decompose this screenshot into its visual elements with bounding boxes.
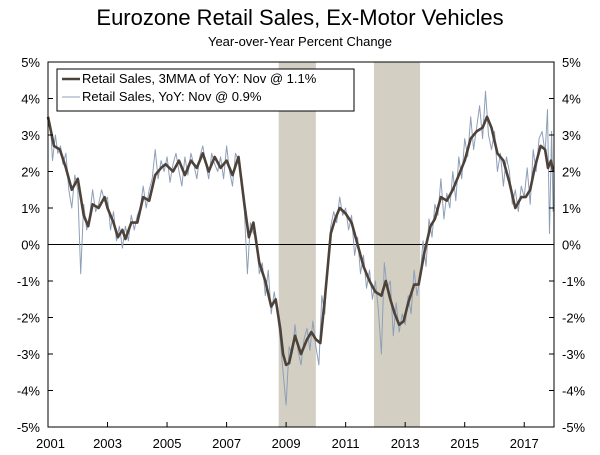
y-tick-label-right: -1% bbox=[562, 274, 586, 289]
legend-entry-yoy-label: Retail Sales, YoY: Nov @ 0.9% bbox=[82, 89, 262, 104]
x-tick-label: 2011 bbox=[332, 436, 360, 451]
y-tick-label-right: -3% bbox=[562, 347, 586, 362]
x-tick-label: 2001 bbox=[36, 436, 65, 451]
y-tick-label-left: 5% bbox=[21, 55, 40, 70]
x-tick-label: 2003 bbox=[93, 436, 122, 451]
x-tick-label: 2007 bbox=[212, 436, 241, 451]
y-tick-label-left: -3% bbox=[17, 347, 41, 362]
x-tick-label: 2009 bbox=[272, 436, 301, 451]
y-tick-label-left: 4% bbox=[21, 92, 40, 107]
y-tick-label-left: 0% bbox=[21, 238, 40, 253]
x-tick-label: 2017 bbox=[510, 436, 539, 451]
y-tick-label-left: 1% bbox=[21, 201, 40, 216]
axis-ticks: 5% 5% 4% 4% 3% 3% 2% 2% 1% 1% 0% 0% -1% -1% -2% -2% -3% -… bbox=[17, 55, 586, 451]
x-tick-label: 2005 bbox=[153, 436, 182, 451]
y-tick-label-left: -2% bbox=[17, 311, 41, 326]
y-tick-label-left: 2% bbox=[21, 165, 40, 180]
legend-box bbox=[56, 68, 355, 112]
y-tick-label-right: 5% bbox=[562, 55, 581, 70]
legend: Retail Sales, 3MMA of YoY: Nov @ 1.1% Ret… bbox=[56, 68, 355, 112]
y-tick-label-right: -2% bbox=[562, 311, 586, 326]
x-tick-label: 2013 bbox=[391, 436, 420, 451]
series-layer bbox=[46, 90, 555, 406]
y-tick-label-right: -5% bbox=[562, 420, 586, 435]
y-tick-label-right: 0% bbox=[562, 238, 581, 253]
y-tick-label-left: -4% bbox=[17, 384, 41, 399]
y-tick-label-right: 2% bbox=[562, 165, 581, 180]
y-tick-label-right: -4% bbox=[562, 384, 586, 399]
y-tick-label-right: 3% bbox=[562, 128, 581, 143]
y-tick-label-left: 3% bbox=[21, 128, 40, 143]
chart-subtitle: Year-over-Year Percent Change bbox=[207, 34, 393, 49]
series-line-3mma bbox=[46, 115, 555, 367]
x-tick-label: 2015 bbox=[450, 436, 479, 451]
y-tick-label-left: -1% bbox=[17, 274, 41, 289]
y-tick-label-right: 4% bbox=[562, 92, 581, 107]
legend-entry-3mma-label: Retail Sales, 3MMA of YoY: Nov @ 1.1% bbox=[82, 71, 317, 86]
y-tick-label-left: -5% bbox=[17, 420, 41, 435]
chart-title: Eurozone Retail Sales, Ex-Motor Vehicles bbox=[96, 5, 504, 30]
y-tick-label-right: 1% bbox=[562, 201, 581, 216]
